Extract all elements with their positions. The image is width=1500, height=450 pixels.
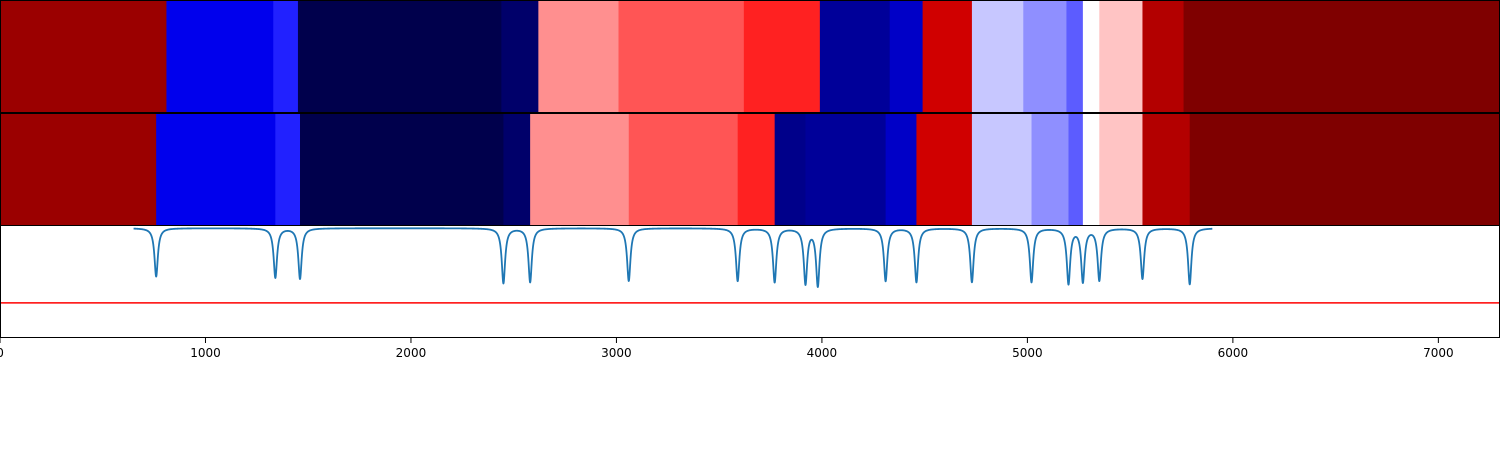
heatmap-segment-r2-19 [1142,113,1191,226]
heatmap-segment-r1-16 [1099,0,1144,113]
heatmap-segment-r2-18 [1099,113,1144,226]
heatmap-segment-r2-3 [275,113,301,226]
heatmap-row-1 [0,0,1500,113]
heatmap-segment-r2-10 [805,113,819,226]
x-tick-label-0: 0 [0,346,4,360]
x-tick-label-6000: 6000 [1218,346,1249,360]
x-tick-label-3000: 3000 [601,346,632,360]
heatmap-segment-r1-2 [166,0,274,113]
heatmap-segment-r1-8 [743,0,821,113]
heatmap-segment-r1-10 [889,0,924,113]
heatmap-row-2 [0,113,1500,226]
heatmap-segment-r2-8 [737,113,776,226]
heatmap-segment-r1-7 [618,0,745,113]
heatmap-segment-r2-16 [1068,113,1084,226]
heatmap-segment-r2-9 [774,113,807,226]
heatmap-segment-r2-2 [156,113,276,226]
heatmap-segment-r2-12 [885,113,918,226]
heatmap-segment-r1-9 [819,0,891,113]
signal-line [133,227,1213,288]
heatmap-segment-r2-15 [1031,113,1070,226]
heatmap-segment-r2-20 [1189,113,1500,226]
heatmap-segment-r2-6 [530,113,630,226]
x-tick-label-2000: 2000 [396,346,427,360]
heatmap-segment-r1-17 [1142,0,1185,113]
heatmap-segment-r2-13 [916,113,973,226]
heatmap-segment-r1-3 [273,0,299,113]
heatmap-segment-r2-11 [817,113,887,226]
x-axis: 0 1000 2000 3000 4000 5000 6000 7000 [0,338,1454,360]
heatmap-segment-r2-1 [0,113,157,226]
heatmap-segment-r2-14 [971,113,1033,226]
heatmap-segment-r2-5 [503,113,531,226]
heatmap-segment-r1-15 [1082,0,1100,113]
signal-panel [0,227,1500,304]
x-tick-label-7000: 7000 [1423,346,1454,360]
heatmap-segment-r2-17 [1082,113,1100,226]
heatmap-segment-r1-1 [0,0,168,113]
heatmap-segment-r1-11 [922,0,973,113]
heatmap-segment-r1-18 [1183,0,1500,113]
heatmap-segment-r1-13 [1023,0,1068,113]
panel-3-frame [0,225,1500,338]
x-tick-label-5000: 5000 [1012,346,1043,360]
heatmap-segment-r1-12 [971,0,1024,113]
heatmap-segment-r2-7 [628,113,739,226]
heatmap-segment-r1-4 [297,0,502,113]
heatmap-segment-r2-4 [300,113,505,226]
x-tick-label-1000: 1000 [190,346,221,360]
heatmap-segment-r1-14 [1066,0,1084,113]
x-tick-label-4000: 4000 [807,346,838,360]
heatmap-segment-r1-5 [501,0,539,113]
heatmap-segment-r1-6 [538,0,620,113]
